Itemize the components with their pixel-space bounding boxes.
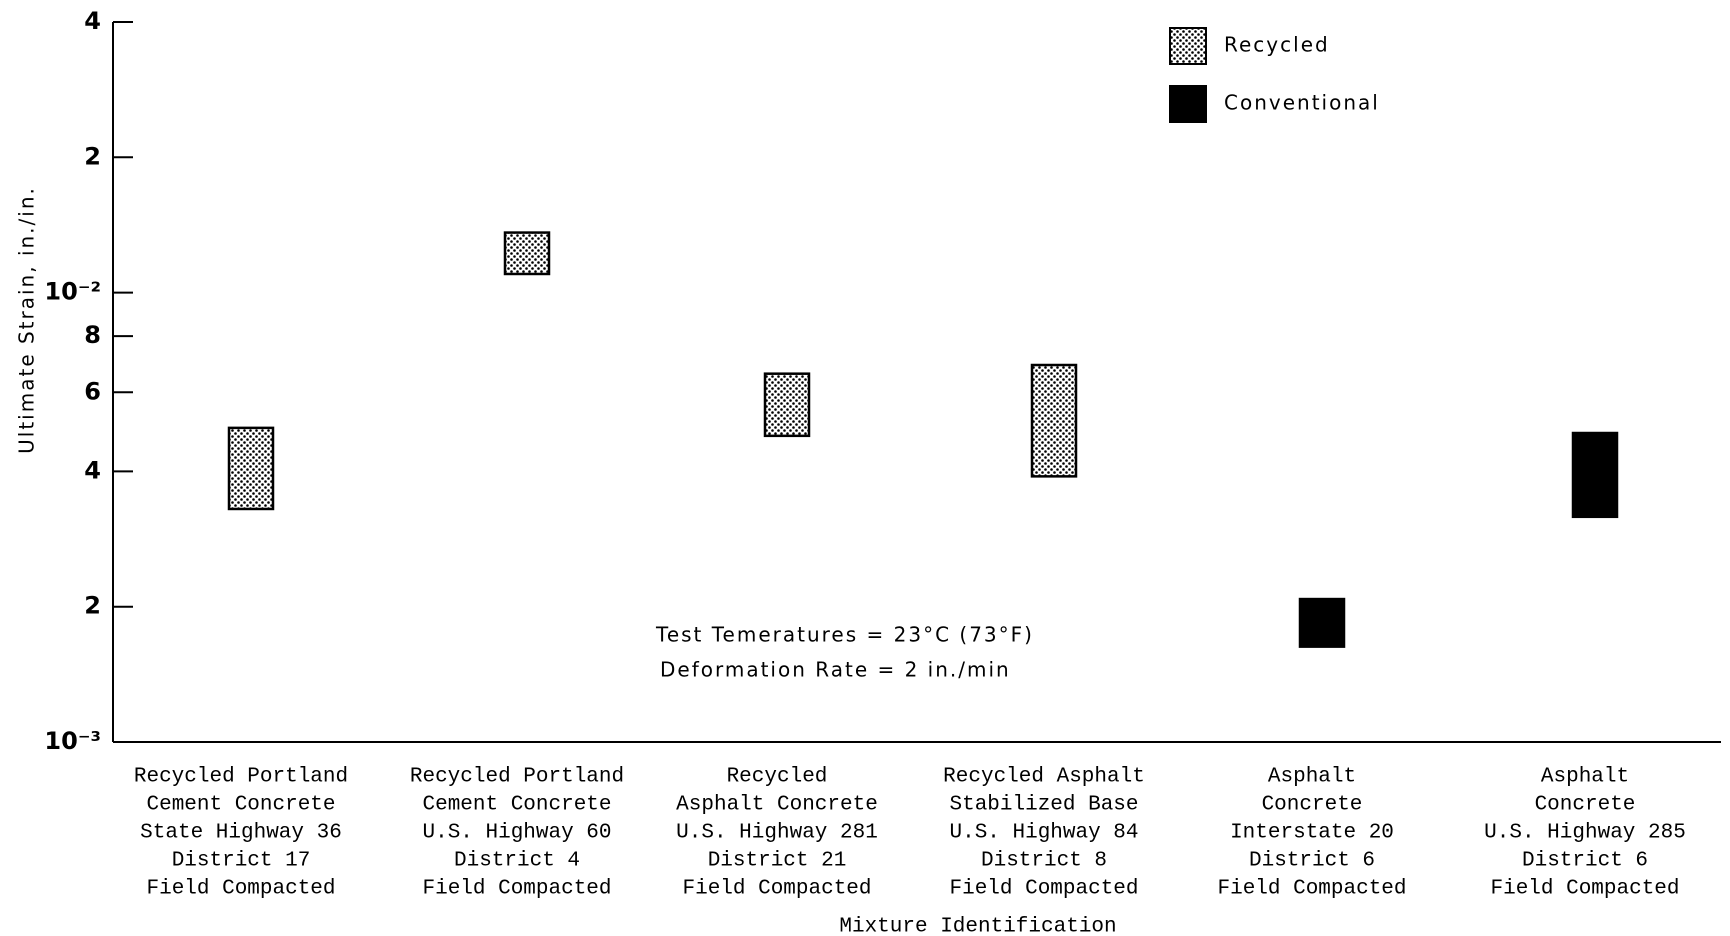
range-bar [763, 372, 811, 438]
x-tick-label: Field Compacted [146, 878, 335, 901]
legend-label: Recycled [1224, 33, 1330, 57]
annotation: Test Temeratures = 23°C (73°F) [655, 623, 1034, 647]
range-bar [227, 426, 275, 511]
x-axis-label: Mixture Identification [839, 916, 1116, 936]
x-tick-label: Recycled Asphalt [943, 766, 1145, 789]
x-tick-label: U.S. Highway 84 [949, 822, 1138, 845]
legend-swatch [1169, 85, 1207, 123]
y-tick-label: 10⁻² [44, 278, 101, 306]
y-axis-label: Ultimate Strain, in./in. [15, 186, 39, 454]
legend-label: Conventional [1224, 91, 1380, 115]
x-tick-label: Field Compacted [1217, 878, 1406, 901]
y-tick-label: 2 [84, 142, 101, 170]
x-tick-label: District 17 [172, 850, 311, 873]
legend-swatch [1169, 27, 1207, 65]
range-bar [503, 231, 551, 276]
y-tick-label: 4 [84, 7, 101, 35]
x-tick-label: U.S. Highway 285 [1484, 822, 1686, 845]
x-tick-label: Recycled Portland [410, 766, 624, 789]
x-tick-label: Asphalt [1541, 766, 1629, 789]
x-tick-label: U.S. Highway 60 [422, 822, 611, 845]
x-tick-label: District 4 [454, 850, 580, 873]
x-tick-label: Recycled [727, 766, 828, 789]
y-tick-label: 4 [84, 456, 101, 484]
x-tick-label: District 6 [1522, 850, 1648, 873]
x-tick-label: Field Compacted [1490, 878, 1679, 901]
range-bar [1571, 431, 1619, 519]
x-tick-label: Concrete [1535, 794, 1636, 817]
x-tick-label: Field Compacted [682, 878, 871, 901]
x-tick-label: Field Compacted [422, 878, 611, 901]
y-tick-label: 8 [84, 321, 101, 349]
y-tick-label: 2 [84, 592, 101, 620]
x-tick-label: Recycled Portland [134, 766, 348, 789]
y-tick-label: 6 [84, 377, 101, 405]
range-bar [1030, 363, 1078, 478]
x-tick-label: Asphalt Concrete [676, 794, 878, 817]
x-tick-label: Cement Concrete [422, 794, 611, 817]
x-tick-label: Asphalt [1268, 766, 1356, 789]
x-tick-label: Field Compacted [949, 878, 1138, 901]
x-tick-label: Stabilized Base [949, 794, 1138, 817]
annotation: Deformation Rate = 2 in./min [660, 658, 1011, 682]
x-tick-label: District 21 [708, 850, 847, 873]
range-bar [1298, 597, 1346, 648]
x-tick-label: Interstate 20 [1230, 822, 1394, 845]
x-tick-label: District 6 [1249, 850, 1375, 873]
x-tick-label: District 8 [981, 850, 1107, 873]
y-tick-label: 10⁻³ [44, 727, 101, 755]
x-tick-label: U.S. Highway 281 [676, 822, 878, 845]
x-tick-label: Cement Concrete [146, 794, 335, 817]
x-tick-label: State Highway 36 [140, 822, 342, 845]
x-tick-label: Concrete [1262, 794, 1363, 817]
